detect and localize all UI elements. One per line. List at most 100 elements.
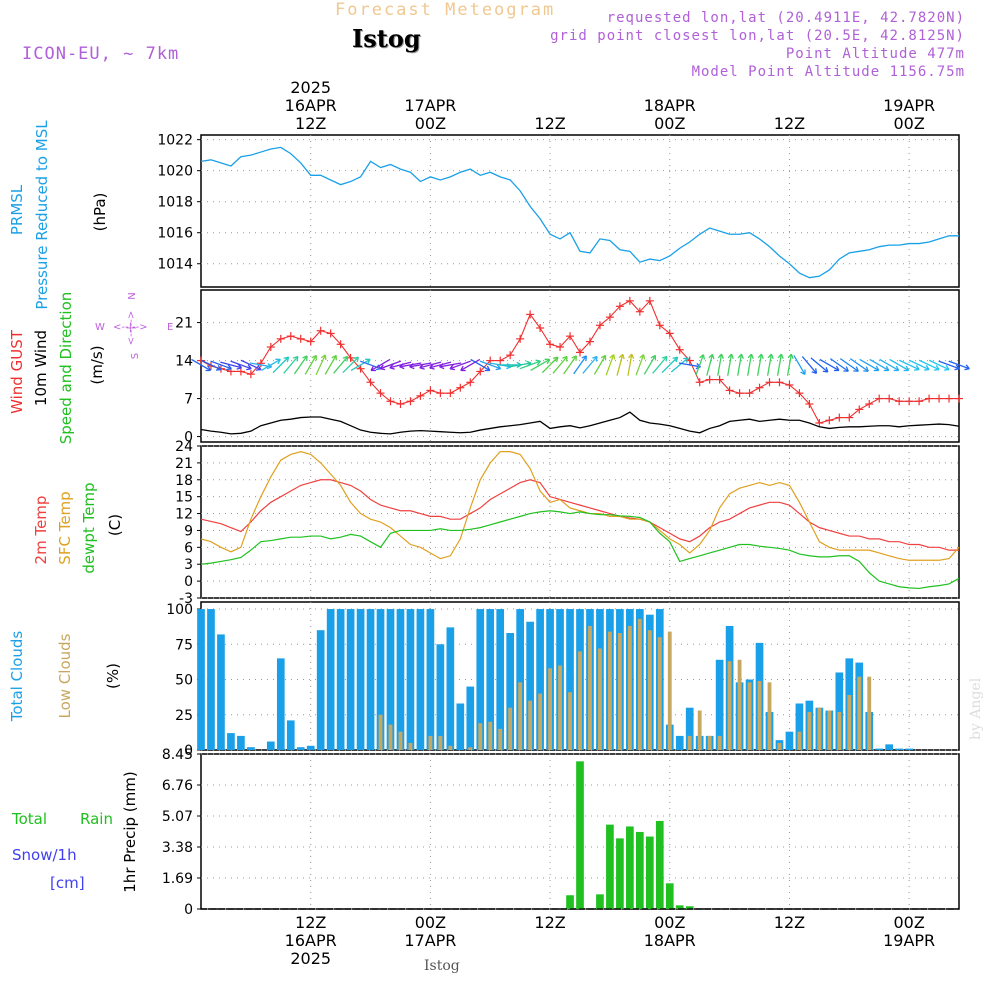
low-cloud-bar [508, 707, 513, 750]
gust-marker [536, 324, 545, 332]
wind-direction-arrow [200, 359, 222, 371]
low-cloud-bar [478, 723, 483, 750]
total-cloud-bar [566, 609, 574, 750]
ylabel-prmsl: PRMSL [8, 184, 26, 235]
y-tick-label: 75 [175, 637, 193, 653]
y-tick-label: 50 [175, 673, 193, 689]
gust-marker [615, 302, 624, 311]
y-tick-label: 0 [184, 430, 193, 446]
y-tick-label: 0 [184, 574, 193, 590]
low-cloud-bar [777, 742, 782, 750]
wind-direction-arrow [449, 360, 471, 371]
y-tick-label: 1.69 [162, 871, 193, 887]
wind-direction-arrow [582, 355, 598, 374]
y-tick-label: 6.76 [162, 778, 193, 794]
rain-bar [576, 761, 584, 909]
total-cloud-bar [905, 748, 913, 750]
total-cloud-bar [376, 609, 385, 750]
bottom-time-label: 19APR [883, 931, 935, 950]
total-cloud-bar [476, 609, 485, 750]
low-cloud-bar [428, 735, 433, 750]
gust-marker [316, 326, 325, 335]
top-time-label: 12Z [534, 114, 565, 133]
top-time-label: 12Z [774, 114, 805, 133]
ylabel-units: (C) [106, 514, 124, 536]
gust-marker [526, 310, 535, 319]
total-cloud-bar [346, 609, 355, 750]
gust-marker [566, 332, 575, 341]
panel-frame [200, 289, 960, 443]
bottom-time-label: 12Z [774, 913, 805, 932]
gust-marker [885, 394, 894, 403]
gust-marker [576, 348, 584, 357]
bottom-time-label: 18APR [644, 931, 696, 950]
wind-direction-arrow [859, 358, 880, 372]
gust-marker [625, 296, 634, 305]
compass-vertical: <--|--> [126, 311, 137, 346]
compass-arrows: <--|--> [113, 322, 148, 333]
y-tick-label: 3.38 [162, 840, 193, 856]
wind-direction-arrow [889, 358, 910, 372]
gust-marker [805, 400, 814, 408]
total-cloud-bar [466, 686, 475, 750]
rain-bar [645, 836, 654, 909]
gust-marker [845, 413, 854, 422]
rain-bar [675, 905, 684, 909]
sfctemp-line [200, 451, 960, 561]
wind-direction-arrow [747, 353, 754, 376]
wind-direction-arrow [801, 356, 818, 374]
gust-marker [236, 367, 245, 376]
panel-frame [200, 445, 960, 599]
low-cloud-bar [488, 721, 493, 750]
low-cloud-bar [518, 682, 523, 750]
bottom-time-label: 00Z [893, 913, 924, 932]
wind-direction-arrow [342, 356, 360, 374]
gust-marker [416, 391, 425, 400]
wind-direction-arrow [652, 355, 668, 374]
ylabel-pressure: Pressure Reduced to MSL [33, 120, 51, 310]
low-cloud-bar [438, 735, 443, 750]
ylabel-units: 1hr Precip (mm) [121, 771, 139, 892]
total-cloud-bar [675, 735, 684, 750]
total-cloud-bar [326, 609, 335, 750]
gust-marker [855, 405, 864, 414]
total-cloud-bar [885, 744, 894, 750]
wind-direction-arrow [819, 358, 840, 372]
total-cloud-bar [237, 735, 245, 750]
gust-marker [635, 307, 644, 316]
total-cloud-bar [436, 644, 445, 750]
gust-marker [456, 383, 465, 392]
ylabel-units: (hPa) [91, 193, 109, 232]
wind-direction-arrow [304, 354, 317, 375]
wind-direction-arrow [786, 353, 794, 376]
wind-direction-arrow [879, 358, 900, 372]
low-cloud-bar [588, 625, 592, 750]
y-tick-label: 100 [166, 602, 193, 618]
top-time-label: 2025 [290, 78, 331, 97]
bottom-time-label: 00Z [654, 913, 685, 932]
gust-marker [755, 383, 764, 392]
rain-bar [596, 894, 604, 909]
total-cloud-bar [197, 609, 205, 750]
credit-watermark: by Angel [968, 677, 984, 740]
requested-location: requested lon,lat (20.4911E, 42.7820N) [606, 10, 965, 26]
total-cloud-bar [895, 748, 903, 750]
y-tick-label: 5.07 [162, 809, 193, 825]
gust-marker [955, 394, 963, 403]
y-tick-label: 14 [175, 354, 193, 370]
top-time-label: 16APR [285, 96, 337, 115]
gust-marker [645, 296, 654, 305]
gust-marker [336, 340, 345, 349]
wind-direction-arrow [573, 355, 587, 375]
wind-direction-arrow [272, 356, 290, 374]
gust-marker [785, 381, 794, 389]
low-cloud-bar [388, 724, 393, 750]
total-cloud-bar [366, 609, 375, 750]
compass-n: N [127, 292, 138, 299]
wind-direction-arrow [706, 353, 715, 376]
total-cloud-bar [316, 630, 325, 750]
low-cloud-bar [637, 618, 642, 750]
gust-marker [775, 378, 784, 387]
gust-marker [825, 416, 834, 425]
